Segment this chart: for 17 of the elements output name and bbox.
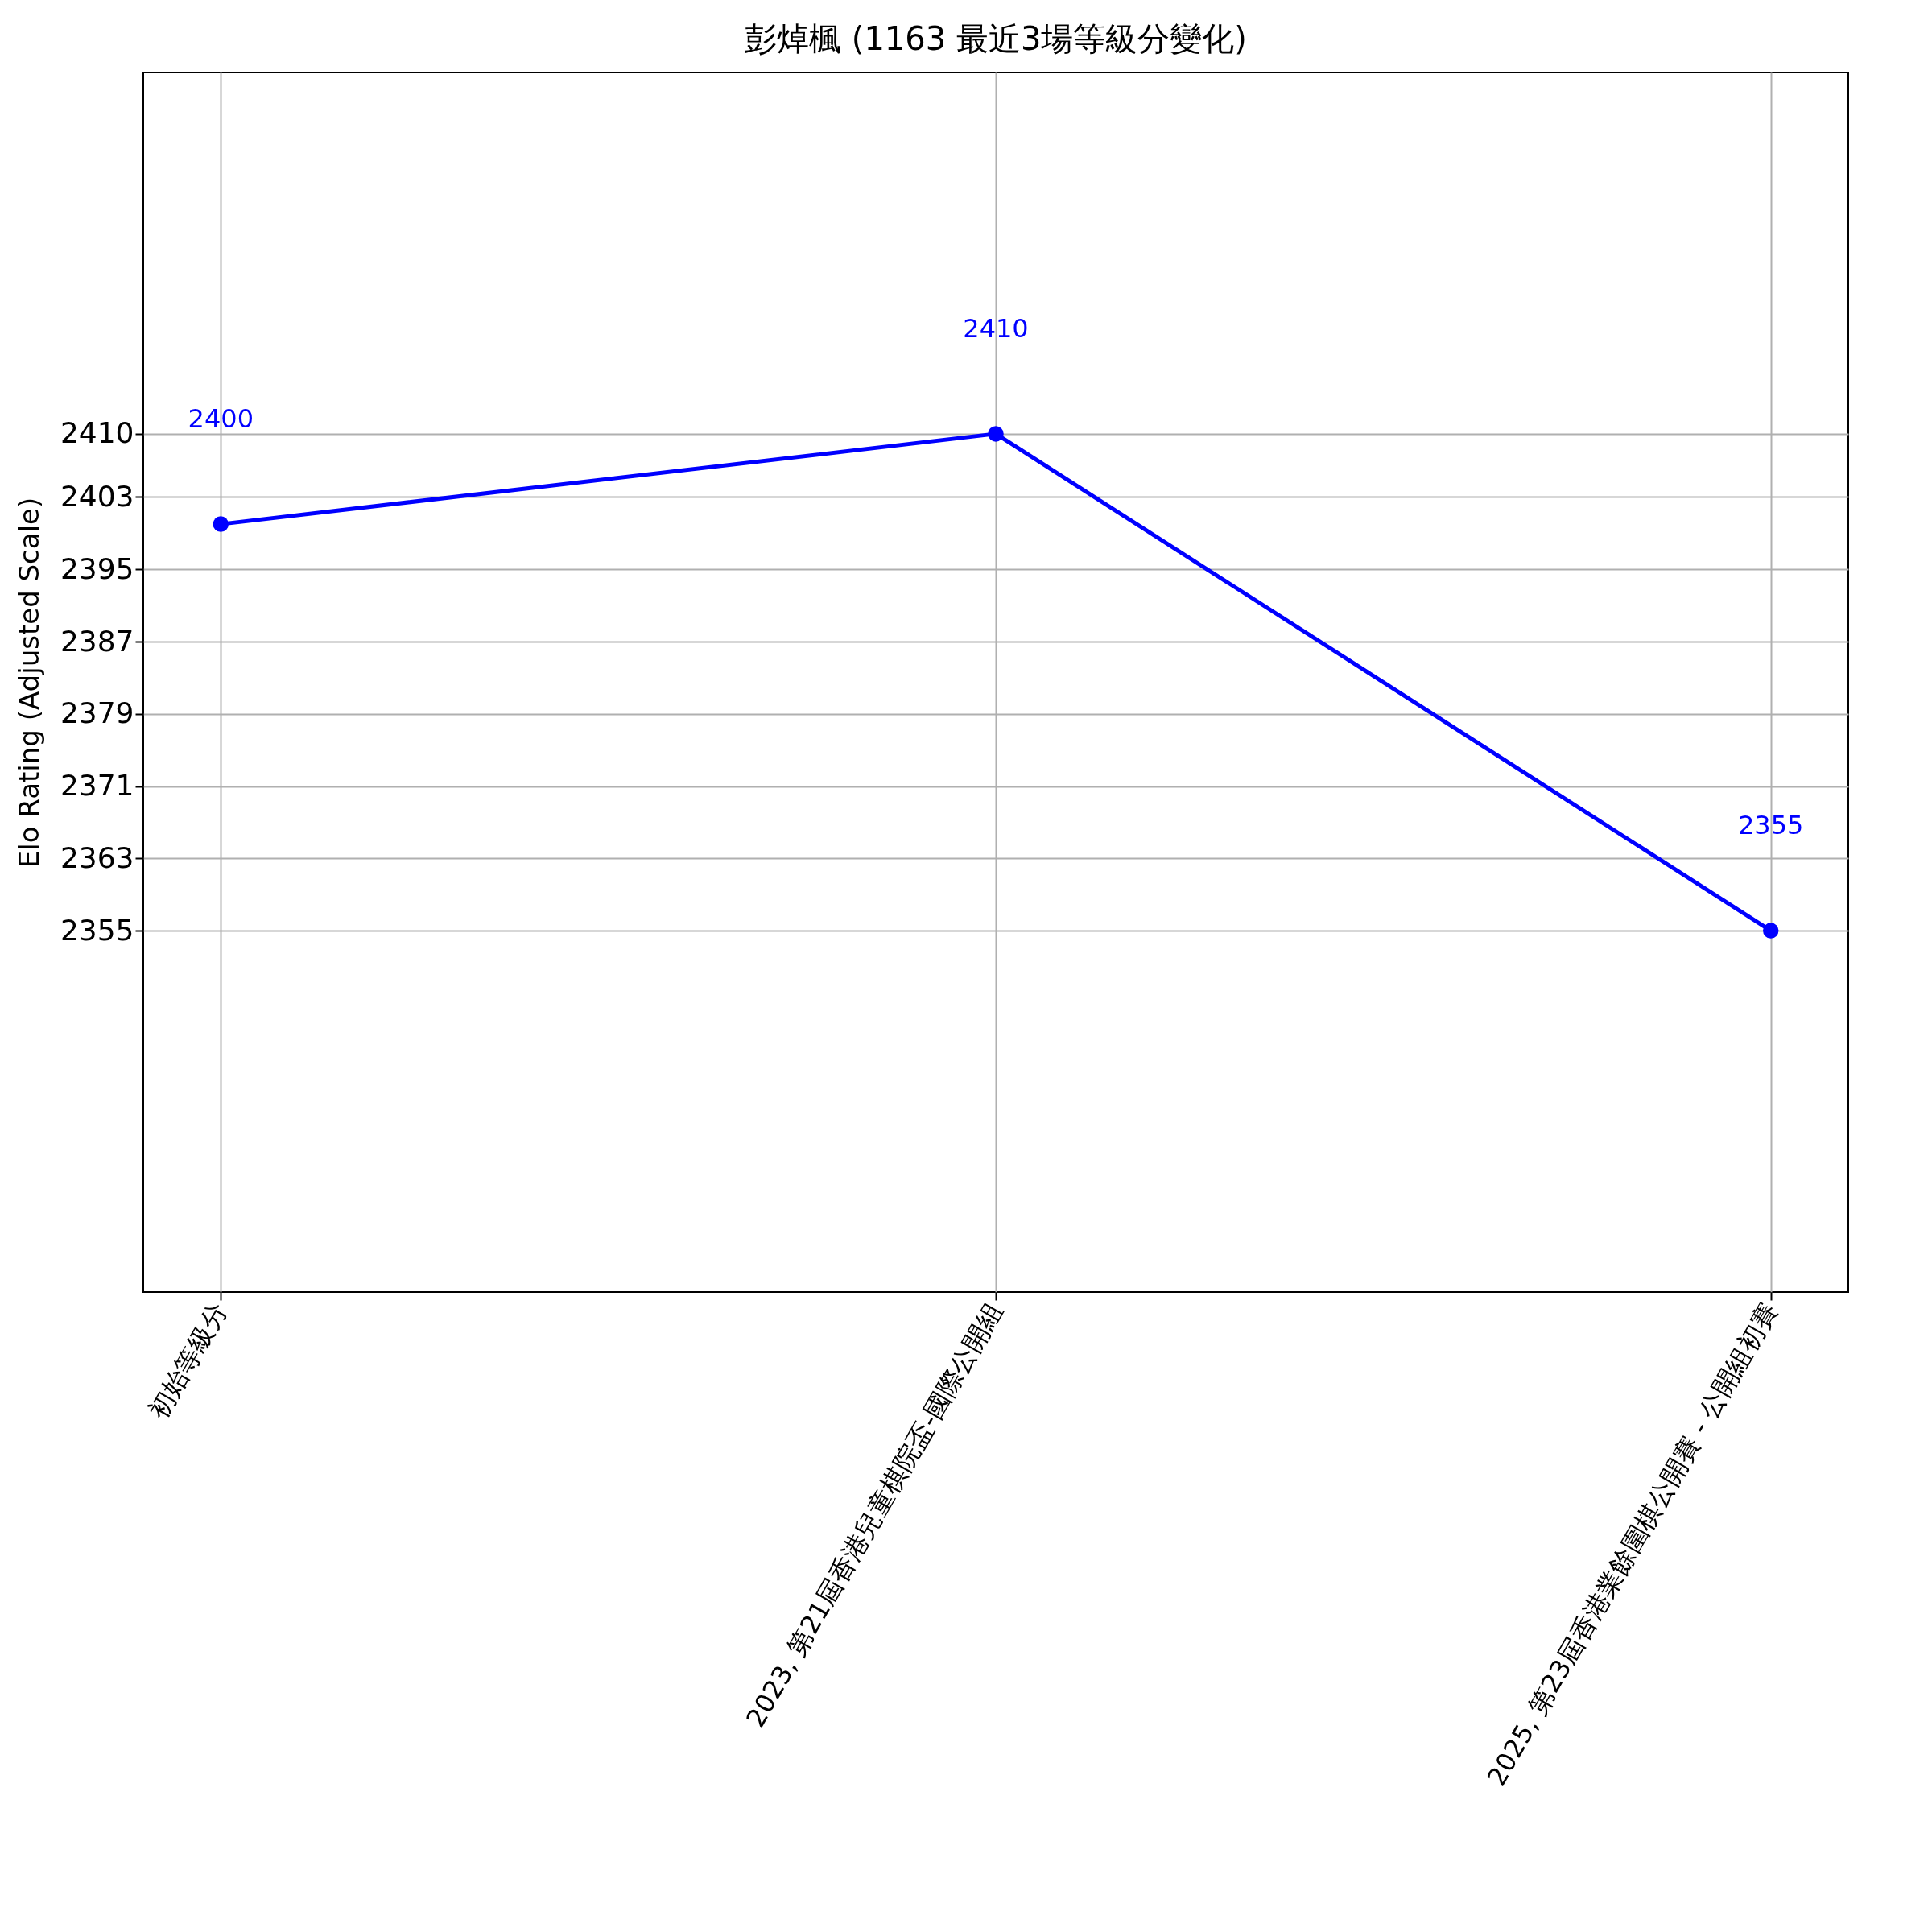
data-label: 2400 [188, 403, 254, 435]
chart-title: 彭焯楓 (1163 最近3場等級分變化) [745, 20, 1247, 57]
x-tick-label: 初始等級分 [142, 1297, 234, 1425]
y-tick-label: 2355 [60, 913, 134, 947]
data-label: 2410 [963, 312, 1029, 344]
data-label: 2355 [1738, 810, 1804, 841]
y-tick-label: 2403 [60, 479, 134, 513]
y-tick-label: 2387 [60, 624, 134, 658]
y-tick-label: 2363 [60, 840, 134, 874]
point [1762, 923, 1779, 939]
y-tick-label: 2371 [60, 769, 134, 803]
y-tick-label: 2395 [60, 551, 134, 585]
point [988, 426, 1004, 442]
y-tick-label: 2379 [60, 696, 134, 730]
y-tick-label: 2410 [60, 416, 134, 450]
y-axis-title: Elo Rating (Adjusted Scale) [12, 497, 45, 869]
point [213, 516, 229, 532]
